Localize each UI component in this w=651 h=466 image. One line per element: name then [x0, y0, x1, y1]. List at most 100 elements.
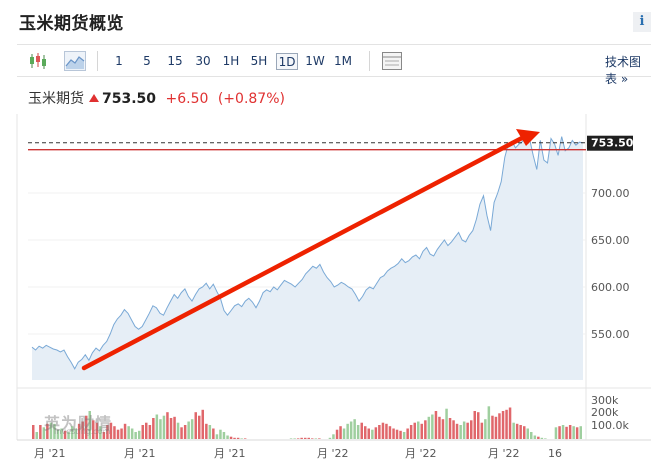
volume-bar: [470, 420, 473, 439]
last-price: 753.50: [102, 91, 157, 107]
volume-bar: [229, 436, 233, 439]
candlestick-icon[interactable]: [27, 51, 49, 71]
volume-bar: [180, 427, 183, 439]
volume-bar: [572, 426, 575, 439]
volume-bar: [99, 426, 102, 439]
volume-bar: [53, 423, 56, 439]
volume-bar: [346, 423, 349, 439]
toolbar-divider: [369, 51, 370, 71]
area-chart-icon[interactable]: [64, 51, 86, 71]
volume-bar: [402, 432, 406, 439]
volume-bar: [378, 425, 381, 439]
instrument-name: 玉米期货: [28, 91, 84, 107]
volume-bar: [296, 438, 300, 439]
volume-bar: [335, 429, 339, 439]
volume-tick-300k: 300k: [591, 394, 619, 407]
volume-tick-100k: 100.0k: [591, 419, 629, 432]
volume-bar: [406, 428, 409, 439]
x-tick: 月 '21: [124, 447, 156, 460]
volume-bar: [448, 418, 452, 439]
volume-bar: [159, 419, 162, 439]
volume-bar: [501, 411, 505, 439]
volume-bar: [88, 411, 91, 439]
quote-bar: 玉米期货 753.50 +6.50 (+0.87%): [28, 88, 285, 108]
volume-bar: [505, 409, 508, 439]
volume-bar: [130, 428, 134, 439]
info-button[interactable]: i: [633, 12, 651, 32]
y-tick-550: 550.00: [591, 328, 630, 341]
volume-bar: [240, 438, 243, 439]
volume-bar: [413, 422, 416, 439]
volume-bar: [148, 425, 152, 439]
volume-bar: [102, 432, 106, 439]
x-tick: 月 '22: [488, 447, 520, 460]
volume-bar: [409, 425, 413, 439]
grid-layout-icon[interactable]: [381, 51, 403, 71]
volume-bar: [109, 422, 113, 439]
volume-bar: [307, 437, 310, 439]
timeframe-1h[interactable]: 1H: [222, 54, 240, 68]
volume-bar: [494, 416, 498, 439]
watermark-logo: 英为财情: [44, 414, 113, 433]
timeframe-1[interactable]: 1: [115, 54, 123, 68]
volume-bar: [452, 420, 455, 439]
volume-bar: [530, 432, 533, 439]
volume-bar: [198, 415, 201, 439]
volume-bar: [293, 438, 296, 439]
volume-bar: [427, 416, 431, 439]
volume-bar: [92, 420, 95, 439]
volume-bar: [215, 434, 219, 439]
volume-bar: [63, 430, 67, 439]
volume-bar: [194, 412, 197, 439]
timeframe-1m[interactable]: 1M: [334, 54, 352, 68]
volume-bar: [462, 421, 466, 439]
volume-bar: [339, 426, 342, 439]
volume-bar: [466, 422, 469, 439]
timeframe-5[interactable]: 5: [143, 54, 151, 68]
volume-bar: [236, 437, 240, 439]
time-axis-labels: 月 '21 月 '21 月 '21 月 '22 月 '22 月 '22 16: [34, 447, 562, 460]
timeframe-5h[interactable]: 5H: [250, 54, 268, 68]
trend-arrow-annotation: [81, 129, 540, 371]
timeframe-1w[interactable]: 1W: [305, 54, 325, 68]
volume-bar: [388, 426, 392, 439]
volume-bar: [459, 425, 462, 439]
volume-bar: [515, 423, 519, 439]
volume-bar: [342, 428, 346, 439]
volume-bar: [526, 428, 529, 439]
volume-bar: [484, 419, 487, 439]
x-tick: 月 '21: [214, 447, 246, 460]
volume-bar: [300, 437, 303, 439]
timeframe-15[interactable]: 15: [167, 54, 183, 68]
volume-bar: [480, 422, 484, 439]
volume-bar: [349, 421, 353, 439]
volume-bar: [537, 436, 540, 439]
volume-bar: [434, 411, 438, 439]
volume-bar: [417, 421, 420, 439]
chart-toolbar: 1 5 15 30 1H 5H 1D 1W 1M 技术图表 »: [17, 44, 651, 86]
volume-bar: [367, 428, 370, 439]
volume-bar: [491, 415, 494, 439]
volume-bar: [123, 423, 127, 439]
volume-bar: [243, 438, 247, 439]
timeframe-1d[interactable]: 1D: [276, 53, 298, 70]
volume-bar: [212, 428, 215, 439]
volume-bar: [575, 427, 579, 439]
volume-bar: [523, 426, 526, 439]
volume-bar: [487, 406, 491, 439]
y-tick-600: 600.00: [591, 281, 630, 294]
volume-bar: [42, 427, 46, 439]
volume-bar: [35, 432, 38, 439]
technical-chart-link[interactable]: 技术图表 »: [605, 55, 642, 86]
volume-bar: [328, 437, 332, 439]
volume-bar: [233, 437, 236, 439]
volume-bar: [120, 428, 123, 439]
volume-bar: [554, 427, 558, 439]
volume-bar: [445, 408, 448, 439]
x-tick: 月 '22: [405, 447, 437, 460]
volume-bar: [56, 429, 60, 439]
volume-bar: [561, 425, 565, 439]
volume-bar: [477, 412, 480, 439]
timeframe-30[interactable]: 30: [195, 54, 211, 68]
